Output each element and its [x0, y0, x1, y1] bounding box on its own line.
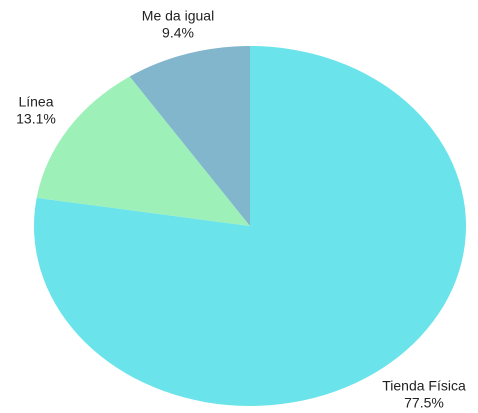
slice-label: Tienda Física: [382, 378, 466, 394]
slice-value-label: 9.4%: [162, 25, 194, 41]
pie-slice: [33, 46, 466, 407]
slice-value-label: 77.5%: [404, 395, 444, 411]
slice-label: Línea: [18, 94, 53, 110]
slice-label: Me da igual: [142, 8, 214, 24]
pie-slice: [129, 46, 250, 226]
pie-slice: [36, 76, 250, 226]
slice-value-label: 13.1%: [16, 111, 56, 127]
